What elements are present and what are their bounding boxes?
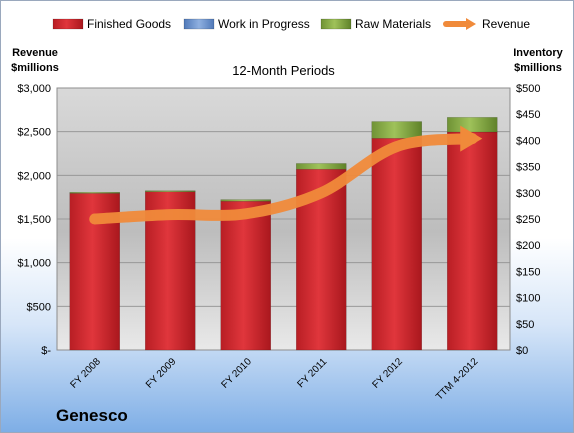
right-tick-label: $450 [516,109,540,121]
right-tick-label: $500 [516,83,540,95]
right-axis-title-line1: Inventory [513,47,563,59]
right-tick-label: $250 [516,214,540,226]
left-tick-label: $1,500 [17,214,51,226]
right-tick-label: $0 [516,345,528,357]
revenue-line [89,133,478,225]
legend-swatch-work-in-progress [183,18,215,30]
left-axis-title-line1: Revenue [12,47,58,59]
left-tick-label: $1,000 [17,258,51,270]
x-tick-label: FY 2011 [296,356,330,390]
bar-finished-goods [371,138,422,351]
legend-swatch-raw-materials [320,18,352,30]
x-tick-label: FY 2010 [219,356,254,391]
right-axis-title-line2: $millions [514,62,562,74]
left-tick-label: $500 [27,301,51,313]
right-tick-label: $200 [516,240,540,252]
legend-label-revenue: Revenue [482,17,530,31]
left-tick-label: $- [41,345,51,357]
bar-raw-materials [447,117,498,133]
bar-raw-materials [371,121,422,139]
right-tick-label: $100 [516,293,540,305]
legend-label-raw-materials: Raw Materials [355,17,431,31]
x-tick-label: TTM 4-2012 [434,356,481,403]
right-tick-label: $50 [516,319,534,331]
bar-raw-materials [296,163,347,170]
right-tick-label: $400 [516,135,540,147]
left-tick-label: $2,000 [17,170,51,182]
company-name: Genesco [56,406,128,425]
revenue-arrowhead [460,125,483,152]
bar-finished-goods [220,200,271,351]
legend-label-work-in-progress: Work in Progress [218,17,310,31]
bar-raw-materials [145,190,196,193]
x-tick-label: FY 2009 [144,356,179,391]
x-tick-label: FY 2008 [68,356,103,391]
x-tick-label: FY 2012 [370,356,405,391]
left-tick-label: $2,500 [17,127,51,139]
right-tick-label: $350 [516,162,540,174]
left-tick-label: $3,000 [17,83,51,95]
legend-label-finished-goods: Finished Goods [87,17,171,31]
left-axis-title-line2: $millions [11,62,59,74]
legend-swatch-finished-goods [52,18,84,30]
chart-title: 12-Month Periods [232,63,335,78]
right-tick-label: $300 [516,188,540,200]
bar-raw-materials [220,199,271,202]
bar-raw-materials [69,192,120,194]
bar-finished-goods [447,131,498,351]
legend-arrow-revenue [466,18,476,30]
right-tick-label: $150 [516,266,540,278]
